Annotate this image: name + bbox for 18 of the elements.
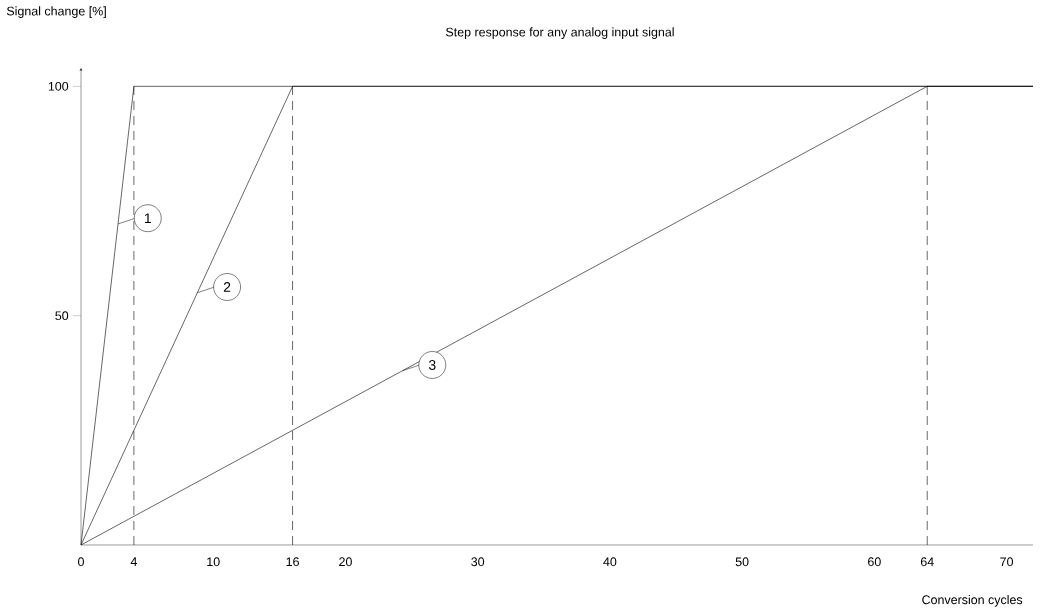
chart-title: Step response for any analog input signal [445, 27, 674, 39]
x-tick-label: 10 [207, 557, 220, 567]
x-tick-label: 20 [339, 557, 352, 567]
legend-label: 3 [428, 360, 436, 370]
x-tick-label: 30 [471, 557, 485, 567]
x-tick-label: 60 [868, 557, 881, 567]
legend-label: 1 [144, 213, 151, 223]
x-tick-label: 50 [735, 557, 749, 567]
x-tick-label: 40 [603, 557, 617, 567]
x-tick-label: 16 [286, 557, 299, 567]
y-axis-title: Signal change [%] [6, 6, 106, 18]
x-axis-title: Conversion cycles [922, 595, 1023, 607]
x-tick-label: 70 [1000, 557, 1013, 567]
x-tick-label: 0 [78, 557, 84, 567]
x-tick-label: 4 [130, 557, 137, 566]
y-tick-label: 100 [48, 81, 69, 91]
legend-label: 2 [223, 282, 231, 292]
x-tick-label: 64 [920, 557, 934, 567]
